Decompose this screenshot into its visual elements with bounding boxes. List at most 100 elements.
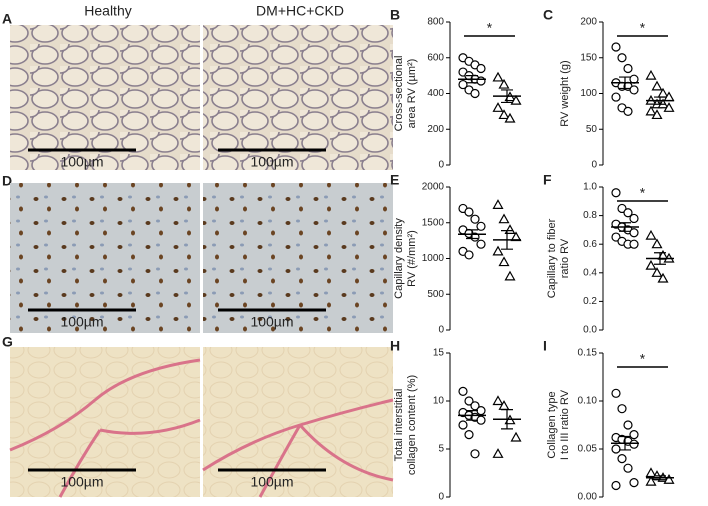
error-bar bbox=[619, 435, 631, 451]
data-point bbox=[498, 256, 510, 267]
data-point bbox=[492, 71, 504, 82]
error-bar bbox=[466, 410, 478, 421]
data-point bbox=[470, 401, 480, 411]
y-tick-label: 2000 bbox=[422, 182, 445, 193]
y-tick-label: 0 bbox=[438, 160, 444, 171]
data-point bbox=[492, 245, 504, 256]
data-point bbox=[629, 74, 639, 84]
data-point bbox=[458, 420, 468, 430]
error-bar bbox=[501, 409, 513, 430]
data-point bbox=[645, 475, 657, 486]
y-axis-label: area RV (µm²) bbox=[406, 59, 418, 129]
error-bar bbox=[654, 96, 666, 105]
significance-mark: * bbox=[640, 351, 646, 367]
y-tick-label: 0.05 bbox=[578, 444, 598, 455]
data-point bbox=[617, 454, 627, 464]
scale-bar-label: 100µm bbox=[60, 474, 103, 490]
data-point bbox=[629, 85, 639, 95]
data-point bbox=[470, 214, 480, 224]
y-axis-label: RV weight (g) bbox=[559, 60, 571, 126]
data-point bbox=[623, 208, 633, 218]
data-point bbox=[510, 94, 522, 105]
data-point bbox=[476, 239, 486, 249]
data-point bbox=[458, 386, 468, 396]
data-point bbox=[623, 106, 633, 116]
y-tick-label: 0 bbox=[591, 160, 597, 171]
data-point bbox=[510, 431, 522, 442]
scale-bar-label: 100µm bbox=[250, 154, 293, 170]
column-label: DM+HC+CKD bbox=[256, 3, 344, 19]
panel-letter: E bbox=[390, 172, 399, 188]
y-tick-label: 1500 bbox=[422, 217, 445, 228]
data-point bbox=[476, 221, 486, 231]
data-point bbox=[629, 478, 639, 488]
data-point bbox=[651, 80, 663, 91]
y-axis-label: I to III ratio RV bbox=[559, 389, 571, 460]
data-point bbox=[470, 88, 480, 99]
scale-bar-label: 100µm bbox=[250, 314, 293, 330]
y-axis-label: RV (#/mm²) bbox=[406, 230, 418, 287]
collagen-fiber bbox=[9, 358, 201, 498]
y-tick-label: 600 bbox=[427, 52, 444, 63]
data-point bbox=[464, 430, 474, 440]
data-point bbox=[492, 199, 504, 209]
y-tick-label: 0.10 bbox=[578, 396, 598, 407]
y-tick-label: 0.6 bbox=[583, 239, 597, 250]
column-label: Healthy bbox=[84, 3, 131, 19]
data-point bbox=[498, 78, 510, 89]
error-bar bbox=[466, 75, 478, 84]
scale-bar-label: 100µm bbox=[60, 314, 103, 330]
panel-letter: F bbox=[543, 172, 552, 188]
data-point bbox=[470, 449, 480, 459]
data-point bbox=[611, 232, 621, 242]
data-point bbox=[476, 415, 486, 425]
y-tick-label: 0.00 bbox=[578, 492, 598, 503]
data-point bbox=[629, 228, 639, 238]
error-bar bbox=[501, 230, 513, 250]
panel-letter: I bbox=[543, 338, 547, 354]
data-point bbox=[458, 79, 468, 90]
scale-bar-label: 100µm bbox=[60, 154, 103, 170]
y-tick-label: 0.8 bbox=[583, 210, 597, 221]
data-point bbox=[464, 250, 474, 260]
y-tick-label: 1000 bbox=[422, 253, 445, 264]
data-point bbox=[645, 105, 657, 116]
micrograph bbox=[203, 25, 393, 170]
data-point bbox=[464, 396, 474, 406]
y-axis-label: Capillary density bbox=[393, 218, 405, 299]
y-tick-label: 200 bbox=[580, 17, 597, 28]
data-point bbox=[611, 188, 621, 198]
y-tick-label: 50 bbox=[586, 124, 598, 135]
y-tick-label: 15 bbox=[433, 348, 445, 359]
data-point bbox=[651, 267, 663, 277]
data-point bbox=[663, 473, 675, 484]
data-point bbox=[611, 480, 621, 491]
data-point bbox=[504, 224, 516, 234]
data-point bbox=[611, 388, 621, 398]
data-point bbox=[476, 76, 486, 86]
y-tick-label: 10 bbox=[433, 396, 445, 407]
data-point bbox=[623, 420, 633, 430]
y-tick-label: 500 bbox=[427, 289, 444, 300]
data-point bbox=[492, 448, 504, 458]
data-point bbox=[617, 53, 627, 63]
data-point bbox=[464, 207, 474, 217]
data-point bbox=[629, 213, 639, 224]
y-axis-label: collagen content (%) bbox=[406, 375, 418, 475]
data-point bbox=[623, 463, 633, 473]
data-point bbox=[651, 238, 663, 249]
panel-letter: H bbox=[390, 338, 400, 354]
y-tick-label: 0.0 bbox=[583, 325, 597, 336]
data-point bbox=[498, 109, 510, 120]
data-point bbox=[645, 259, 657, 270]
data-point bbox=[629, 239, 639, 249]
error-bar bbox=[466, 229, 478, 240]
error-bar bbox=[619, 222, 631, 232]
data-point bbox=[611, 92, 621, 102]
significance-mark: * bbox=[640, 20, 646, 36]
y-tick-label: 100 bbox=[580, 88, 597, 99]
error-bar bbox=[619, 76, 631, 90]
data-point bbox=[629, 430, 639, 440]
y-tick-label: 150 bbox=[580, 52, 597, 63]
y-axis-label: ratio RV bbox=[559, 238, 571, 278]
